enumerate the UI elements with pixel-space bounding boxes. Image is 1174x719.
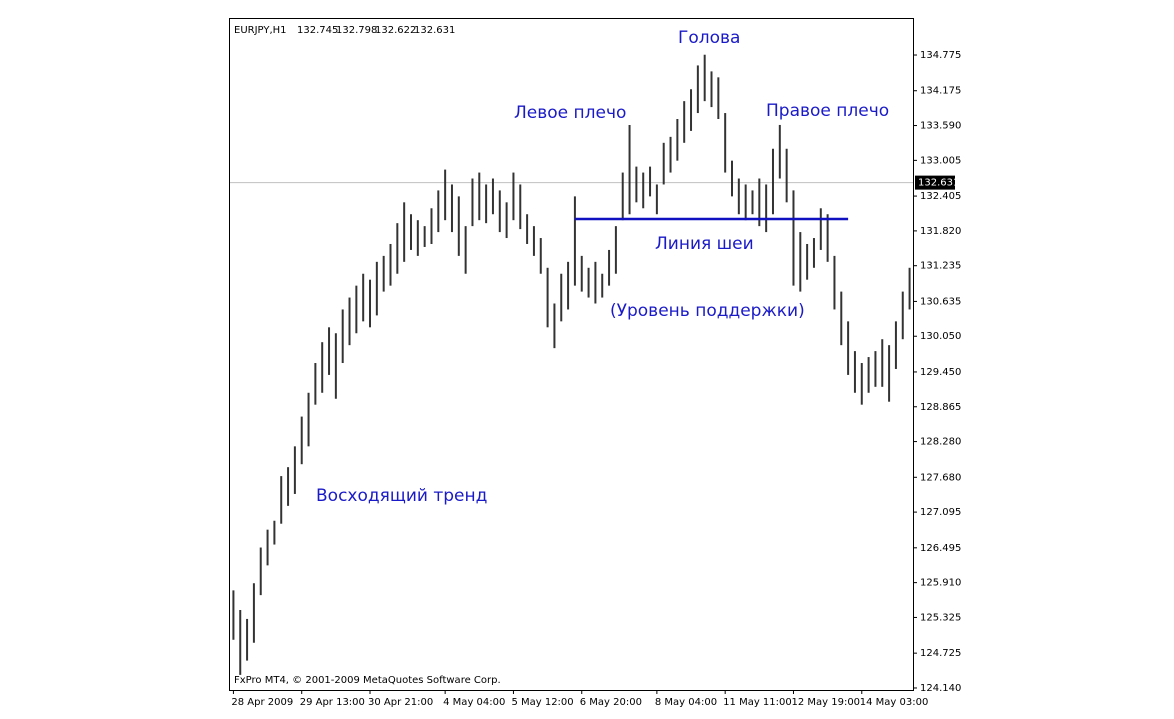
annotation: Голова xyxy=(678,28,740,48)
annotation: Левое плечо xyxy=(514,103,626,123)
annotation: Линия шеи xyxy=(655,234,754,254)
x-tick-label: 11 May 11:00 xyxy=(723,697,792,708)
y-tick-label: 133.590 xyxy=(920,121,961,132)
x-tick-label: 4 May 04:00 xyxy=(443,697,505,708)
header-price: 132.622 xyxy=(375,25,416,36)
y-tick-label: 130.635 xyxy=(920,296,961,307)
y-tick-label: 125.325 xyxy=(920,612,961,623)
last-price-label: 132.631 xyxy=(918,178,959,189)
header-price: 132.631 xyxy=(414,25,455,36)
header: EURJPY,H1 xyxy=(234,25,287,36)
y-tick-label: 124.725 xyxy=(920,648,961,659)
annotation: (Уровень поддержки) xyxy=(610,301,805,321)
y-tick-label: 131.235 xyxy=(920,261,961,272)
annotation: Восходящий тренд xyxy=(316,486,487,506)
x-tick-label: 28 Apr 2009 xyxy=(231,697,293,708)
y-tick-label: 131.820 xyxy=(920,226,961,237)
symbol: EURJPY,H1 xyxy=(234,25,287,36)
y-tick-label: 132.405 xyxy=(920,191,961,202)
y-tick-label: 125.910 xyxy=(920,578,961,589)
copyright: FxPro MT4, © 2001-2009 MetaQuotes Softwa… xyxy=(234,675,501,686)
header-price: 132.745 xyxy=(297,25,338,36)
last-price-box xyxy=(915,175,955,190)
y-tick-label: 130.050 xyxy=(920,331,961,342)
y-tick-label: 129.450 xyxy=(920,367,961,378)
x-tick-label: 14 May 03:00 xyxy=(860,697,929,708)
header-price: 132.798 xyxy=(336,25,377,36)
y-tick-label: 134.175 xyxy=(920,86,961,97)
x-tick-label: 6 May 20:00 xyxy=(580,697,642,708)
y-tick-label: 133.005 xyxy=(920,155,961,166)
x-tick-label: 29 Apr 13:00 xyxy=(300,697,365,708)
x-tick-label: 12 May 19:00 xyxy=(791,697,860,708)
y-tick-label: 134.775 xyxy=(920,50,961,61)
y-tick-label: 124.140 xyxy=(920,683,961,694)
plot-frame xyxy=(229,18,914,691)
x-tick-label: 8 May 04:00 xyxy=(655,697,717,708)
y-tick-label: 127.680 xyxy=(920,472,961,483)
y-tick-label: 128.280 xyxy=(920,437,961,448)
annotation: Правое плечо xyxy=(766,101,889,121)
x-tick-label: 30 Apr 21:00 xyxy=(368,697,433,708)
y-tick-label: 126.495 xyxy=(920,543,961,554)
x-tick-label: 5 May 12:00 xyxy=(511,697,573,708)
y-tick-label: 127.095 xyxy=(920,507,961,518)
y-tick-label: 128.865 xyxy=(920,402,961,413)
